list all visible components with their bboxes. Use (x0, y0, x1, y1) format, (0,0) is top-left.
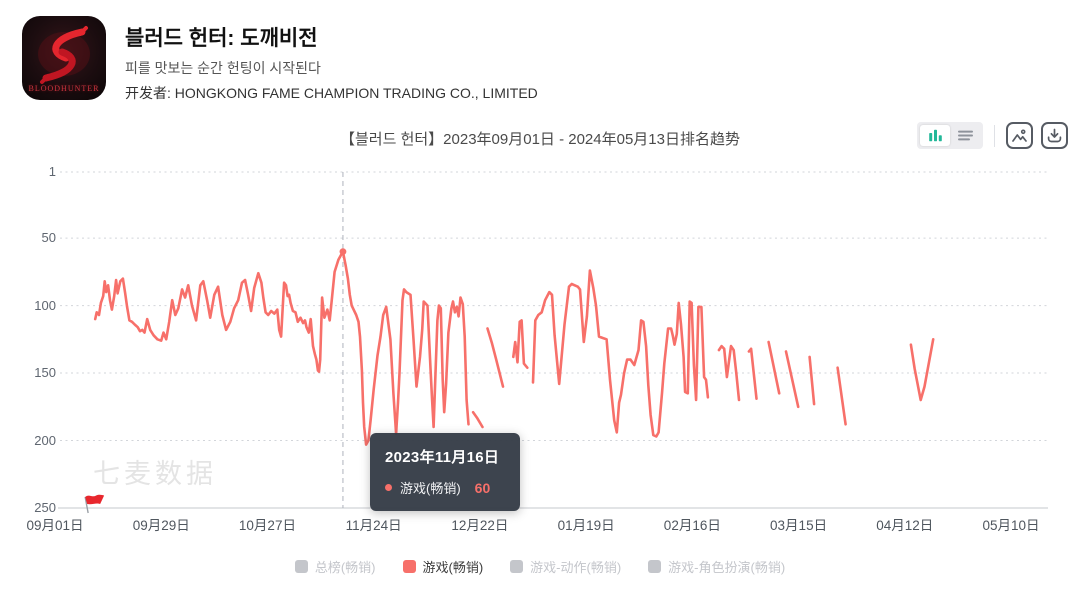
legend-item-2[interactable]: 游戏(畅销) (402, 557, 484, 576)
x-axis-tick-label: 02月16日 (663, 518, 721, 533)
y-axis-tick-label: 200 (34, 432, 56, 448)
blood-hunter-logo-icon (38, 26, 90, 84)
watermark: 七麦数据 (93, 459, 217, 489)
x-axis-tick-label: 09月29日 (132, 518, 190, 533)
legend-swatch (402, 560, 416, 573)
flag-pole (84, 496, 89, 514)
download-icon (1047, 128, 1062, 143)
export-image-button[interactable] (1006, 122, 1033, 149)
y-axis-tick-label: 150 (34, 365, 56, 381)
legend-item-4[interactable]: 游戏-角色扮演(畅销) (648, 557, 785, 576)
legend-item-3[interactable]: 游戏-动作(畅销) (510, 557, 621, 576)
toolbar-divider (994, 124, 995, 147)
x-axis-tick-label: 11月24日 (345, 518, 402, 533)
tooltip-value: 60 (474, 479, 491, 496)
y-axis-tick-label: 250 (34, 500, 56, 515)
y-axis-tick-label: 1 (48, 164, 56, 179)
tooltip: 2023年11月16日 游戏(畅销) 60 (370, 433, 520, 511)
y-axis-tick-label: 50 (41, 230, 56, 246)
legend-swatch (510, 560, 524, 573)
app-icon-caption: BLOODHUNTER (28, 84, 100, 93)
x-axis-tick-label: 10月27日 (238, 518, 296, 533)
app-subtitle: 피를 맛보는 순간 헌팅이 시작된다 (125, 60, 321, 76)
release-flag-icon (85, 494, 105, 505)
tooltip-series-label: 游戏(畅销) (400, 481, 461, 496)
tooltip-series-dot-icon (385, 484, 392, 491)
chart-toolbar (917, 122, 1068, 149)
tooltip-date: 2023年11月16日 (385, 449, 500, 466)
legend-swatch (294, 560, 308, 573)
highlight-point (339, 248, 347, 256)
view-toggle-group (917, 122, 983, 149)
x-axis-tick-label: 09月01日 (26, 518, 84, 533)
rank-line[interactable] (93, 250, 935, 446)
chart-view-button[interactable] (920, 125, 950, 146)
bar-chart-icon (928, 129, 942, 142)
x-axis-tick-label: 04月12日 (876, 518, 934, 533)
legend-label: 游戏(畅销) (422, 560, 484, 575)
app-developer: 开发者: HONGKONG FAME CHAMPION TRADING CO.,… (125, 85, 538, 101)
x-axis-tick-label: 12月22日 (451, 518, 509, 533)
y-axis-tick-label: 100 (34, 297, 56, 313)
list-view-icon (957, 130, 973, 141)
legend: 总榜(畅销) 游戏(畅销) 游戏-动作(畅销) 游戏-角色扮演(畅销) (0, 557, 1080, 576)
legend-swatch (648, 560, 662, 573)
x-axis-tick-label: 05月10日 (982, 518, 1040, 533)
image-icon (1012, 129, 1027, 142)
x-axis-tick-label: 03月15日 (770, 518, 828, 533)
legend-label: 总榜(畅销) (314, 560, 376, 575)
legend-item-1[interactable]: 总榜(畅销) (294, 557, 376, 576)
x-axis-tick-label: 01月19日 (557, 518, 615, 533)
app-title: 블러드 헌터: 도깨비전 (125, 27, 318, 50)
chart-title: 【블러드 헌터】2023年09月01日 - 2024年05月13日排名趋势 (340, 131, 740, 148)
legend-label: 游戏-角色扮演(畅销) (668, 560, 786, 575)
legend-label: 游戏-动作(畅销) (530, 560, 622, 575)
list-view-button[interactable] (950, 125, 980, 146)
download-button[interactable] (1041, 122, 1068, 149)
app-icon: BLOODHUNTER (22, 16, 106, 100)
